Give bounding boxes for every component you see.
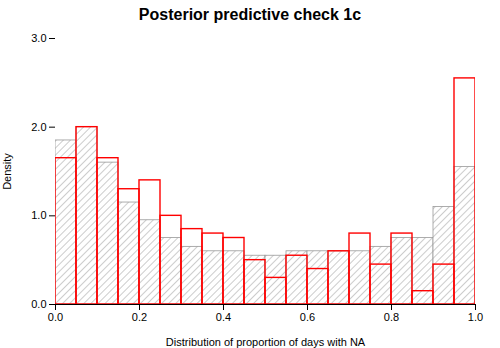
svg-text:0.6: 0.6 xyxy=(300,311,315,323)
svg-text:Distribution of proportion of: Distribution of proportion of days with … xyxy=(166,336,366,348)
svg-text:0.2: 0.2 xyxy=(132,311,147,323)
html-text:Posterior predictive check 1c: Posterior predictive check 1c xyxy=(138,6,362,23)
svg-text:Density: Density xyxy=(1,153,13,190)
svg-text:0.4: 0.4 xyxy=(216,311,231,323)
svg-text:1.0: 1.0 xyxy=(31,209,46,221)
svg-text:2.0: 2.0 xyxy=(31,121,46,133)
svg-text:1.0: 1.0 xyxy=(468,311,483,323)
svg-text:0.8: 0.8 xyxy=(384,311,399,323)
svg-text:0.0: 0.0 xyxy=(31,298,46,310)
svg-text:3.0: 3.0 xyxy=(31,32,46,44)
svg-text:0.0: 0.0 xyxy=(48,311,63,323)
